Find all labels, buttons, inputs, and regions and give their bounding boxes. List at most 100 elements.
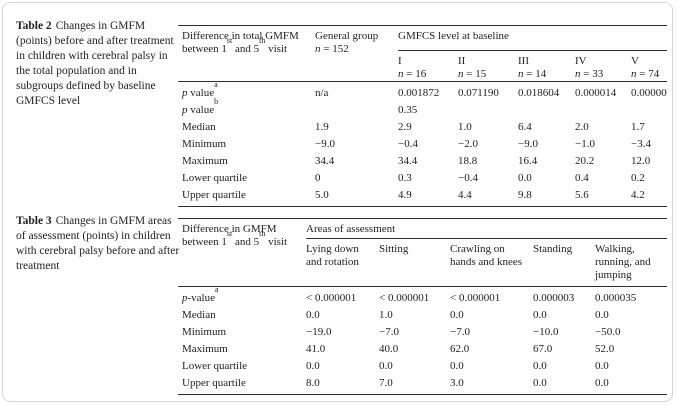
table-cell: 0.000014 xyxy=(575,87,617,99)
table-cell: 0.018604 xyxy=(518,87,560,99)
table-row: Lower quartile 0.0 0.0 0.0 0.0 0.0 xyxy=(178,360,667,377)
level-n-value: = 74 xyxy=(636,68,660,80)
table-cell: −2.0 xyxy=(458,138,478,150)
table-row: Upper quartile 8.0 7.0 3.0 0.0 0.0 xyxy=(178,377,667,395)
table-cell: 0.0 xyxy=(450,360,464,372)
table-cell: 41.0 xyxy=(306,343,326,355)
table-cell: 1.7 xyxy=(631,121,645,133)
table-row: Minimum −19.0 −7.0 −7.0 −10.0 −50.0 xyxy=(178,326,667,343)
row-label-text: Upper quartile xyxy=(182,377,246,389)
row-label-text: Minimum xyxy=(182,138,227,150)
table-cell: 8.0 xyxy=(306,377,320,389)
table-cell: 0.0 xyxy=(518,172,532,184)
table-cell: 0.2 xyxy=(631,172,645,184)
table3: Difference in GMFM between 1st and 5th v… xyxy=(178,218,668,395)
table-cell: 52.0 xyxy=(595,343,615,355)
table-cell: 34.4 xyxy=(398,155,418,167)
table-cell: 0.001872 xyxy=(398,87,440,99)
level-roman: I xyxy=(398,55,402,67)
table-cell: 0.0 xyxy=(306,309,320,321)
table-cell: 0 xyxy=(315,172,321,184)
row-label-text: Maximum xyxy=(182,155,228,167)
table-cell xyxy=(315,104,398,121)
table-cell: −7.0 xyxy=(450,326,470,338)
table-cell: 1.0 xyxy=(379,309,393,321)
level-header-2: II n = 15 xyxy=(458,50,518,82)
stub-sup1: st xyxy=(226,229,233,239)
table-cell: 0.00000 xyxy=(631,87,667,99)
table3-body: p-valuea < 0.000001 < 0.000001 < 0.00000… xyxy=(178,285,667,395)
table-row: Lower quartile 0 0.3 −0.4 0.0 0.4 0.2 xyxy=(178,172,667,189)
level-roman: III xyxy=(518,55,529,67)
row-label: Median xyxy=(178,121,315,138)
table-row: Maximum 34.4 34.4 18.8 16.4 20.2 12.0 xyxy=(178,155,667,172)
table-cell: −50.0 xyxy=(595,326,621,338)
table-cell: −1.0 xyxy=(575,138,595,150)
level-n-italic: n xyxy=(398,68,404,80)
level-roman: II xyxy=(458,55,466,67)
table2-header: Difference in total GMFM between 1st and… xyxy=(178,25,667,82)
table-cell: −0.4 xyxy=(458,172,478,184)
table-cell: 0.0 xyxy=(533,309,547,321)
table-cell xyxy=(458,104,518,121)
row-label-italic: p xyxy=(182,104,188,116)
row-label-sup: b xyxy=(214,97,219,107)
table-cell: −10.0 xyxy=(533,326,559,338)
level-n-value: = 33 xyxy=(580,68,604,80)
table-cell: 12.0 xyxy=(631,155,651,167)
table-cell: 9.8 xyxy=(518,189,532,201)
table-cell: 62.0 xyxy=(450,343,470,355)
table-cell: 40.0 xyxy=(379,343,399,355)
row-label: Median xyxy=(178,309,306,326)
stub-sup1: st xyxy=(226,36,233,46)
table-cell: 0.0 xyxy=(595,377,609,389)
table-cell: 4.2 xyxy=(631,189,645,201)
table2-general-group-header: General group n = 152 xyxy=(315,25,398,82)
row-label: p valueb xyxy=(178,98,315,121)
row-label-italic: p xyxy=(182,87,188,99)
table-cell: 0.0 xyxy=(595,309,609,321)
level-n-italic: n xyxy=(631,68,637,80)
table-cell: 4.9 xyxy=(398,189,412,201)
table-row: p valueb 0.35 xyxy=(178,98,667,121)
row-label-italic: p xyxy=(182,292,188,304)
table-row: Median 1.9 2.9 1.0 6.4 2.0 1.7 xyxy=(178,121,667,138)
table-cell: 34.4 xyxy=(315,155,335,167)
stub-line2a: between 1 xyxy=(182,236,227,248)
page-card: Table 2 Changes in GMFM (points) before a… xyxy=(2,2,673,402)
table-cell: 0.0 xyxy=(379,360,393,372)
table3-stub-header: Difference in GMFM between 1st and 5th v… xyxy=(178,218,306,287)
area-header-walking: Walking, running, and jumping xyxy=(595,238,668,287)
row-label-sup: a xyxy=(214,285,219,295)
table-cell: 0.000035 xyxy=(595,292,637,304)
level-n-italic: n xyxy=(575,68,581,80)
table2-body: p valuea n/a 0.001872 0.071190 0.018604 … xyxy=(178,81,667,207)
table2-gmfcs-span-header: GMFCS level at baseline xyxy=(398,25,667,51)
row-label-text: Maximum xyxy=(182,343,228,355)
level-n-italic: n xyxy=(518,68,524,80)
table-cell: 20.2 xyxy=(575,155,595,167)
level-n-value: = 15 xyxy=(463,68,487,80)
table-cell: 0.35 xyxy=(398,104,418,116)
row-label-text: Lower quartile xyxy=(182,172,248,184)
table2-caption-label: Table 2 xyxy=(16,20,52,32)
row-label: p valuea xyxy=(178,81,315,105)
level-n-value: = 16 xyxy=(403,68,427,80)
table-cell: 0.4 xyxy=(575,172,589,184)
row-label-text: value xyxy=(187,104,215,116)
level-header-3: III n = 14 xyxy=(518,50,575,82)
row-label: Maximum xyxy=(178,155,315,172)
table3-caption-text: Changes in GMFM areas of assessment (poi… xyxy=(16,215,180,272)
table-cell: 6.4 xyxy=(518,121,532,133)
table-cell: 0.0 xyxy=(595,360,609,372)
table-cell: < 0.000001 xyxy=(450,292,501,304)
row-label-text: Lower quartile xyxy=(182,360,248,372)
table-cell xyxy=(518,104,575,121)
table3-areas-span-header: Areas of assessment xyxy=(306,218,668,239)
row-label: Upper quartile xyxy=(178,189,315,207)
table3-header-row-2: Lying down and rotation Sitting Crawling… xyxy=(178,238,668,287)
table2-header-row-1: Difference in total GMFM between 1st and… xyxy=(178,25,667,82)
table3-caption-label: Table 3 xyxy=(16,215,52,227)
table3-header-row-1: Difference in GMFM between 1st and 5th v… xyxy=(178,218,668,287)
